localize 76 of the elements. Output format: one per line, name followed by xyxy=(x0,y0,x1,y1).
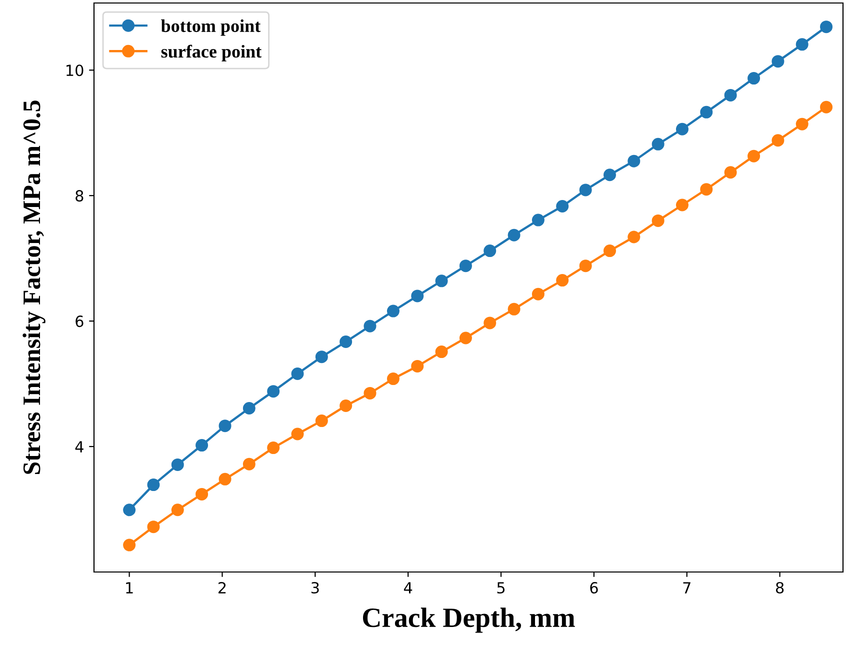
point xyxy=(218,420,232,432)
point xyxy=(147,520,160,534)
x-tick-label: 8 xyxy=(776,582,784,594)
point xyxy=(508,228,520,242)
point xyxy=(724,88,737,102)
point xyxy=(820,100,833,114)
point xyxy=(700,106,713,118)
x-tick-label: 6 xyxy=(590,582,598,594)
point xyxy=(604,168,616,182)
point xyxy=(364,320,376,332)
y-tick-label: 4 xyxy=(75,441,84,452)
point xyxy=(820,20,833,34)
point xyxy=(556,274,569,287)
x-tick-label: 4 xyxy=(404,582,412,594)
point xyxy=(796,118,808,130)
point xyxy=(459,260,472,272)
point xyxy=(579,260,592,272)
point xyxy=(676,122,688,136)
point xyxy=(196,439,208,452)
point xyxy=(196,488,208,500)
point xyxy=(652,138,664,150)
point xyxy=(364,386,376,400)
y-tick-label: 8 xyxy=(76,190,84,202)
point xyxy=(411,290,424,302)
point xyxy=(291,428,304,440)
y-axis-title: Stress Intensity Factor, MPa m^0.5 xyxy=(22,100,46,474)
point xyxy=(508,302,520,316)
point xyxy=(604,244,616,258)
point xyxy=(123,538,136,552)
legend-label: bottom point xyxy=(161,19,261,36)
point xyxy=(676,198,688,212)
point xyxy=(532,214,544,226)
x-tick-label: 1 xyxy=(126,582,133,594)
point xyxy=(724,166,737,179)
point xyxy=(291,368,304,380)
point xyxy=(386,372,400,386)
x-tick-label: 3 xyxy=(311,582,319,594)
point xyxy=(218,472,232,486)
point xyxy=(147,478,160,492)
point xyxy=(435,274,448,288)
point xyxy=(123,504,136,516)
point xyxy=(700,183,713,196)
point xyxy=(748,72,760,85)
point xyxy=(532,288,544,300)
point xyxy=(772,55,784,68)
point xyxy=(340,336,352,348)
point xyxy=(267,385,280,398)
x-tick-label: 2 xyxy=(218,582,226,594)
point xyxy=(435,346,448,358)
y-tick-label: 6 xyxy=(76,316,84,328)
point xyxy=(579,184,592,196)
point xyxy=(386,304,400,318)
x-tick-label: 5 xyxy=(497,582,505,594)
point xyxy=(171,504,184,516)
point xyxy=(459,332,472,344)
point xyxy=(748,150,760,162)
point xyxy=(652,214,664,227)
point xyxy=(628,230,640,244)
point xyxy=(267,442,280,454)
point xyxy=(484,316,496,330)
y-tick-label: 10 xyxy=(66,64,84,76)
x-tick-label: 7 xyxy=(683,582,690,594)
point xyxy=(315,414,328,428)
point xyxy=(242,458,256,470)
point xyxy=(315,350,328,364)
point xyxy=(796,38,808,51)
point xyxy=(628,154,640,168)
x-axis-title: Crack Depth, mm xyxy=(363,608,575,633)
point xyxy=(556,200,569,213)
point xyxy=(411,360,424,372)
point xyxy=(242,402,256,415)
point xyxy=(484,244,496,258)
point xyxy=(772,134,784,147)
point xyxy=(171,458,184,471)
point xyxy=(340,400,352,412)
legend-label: surface point xyxy=(161,44,262,62)
